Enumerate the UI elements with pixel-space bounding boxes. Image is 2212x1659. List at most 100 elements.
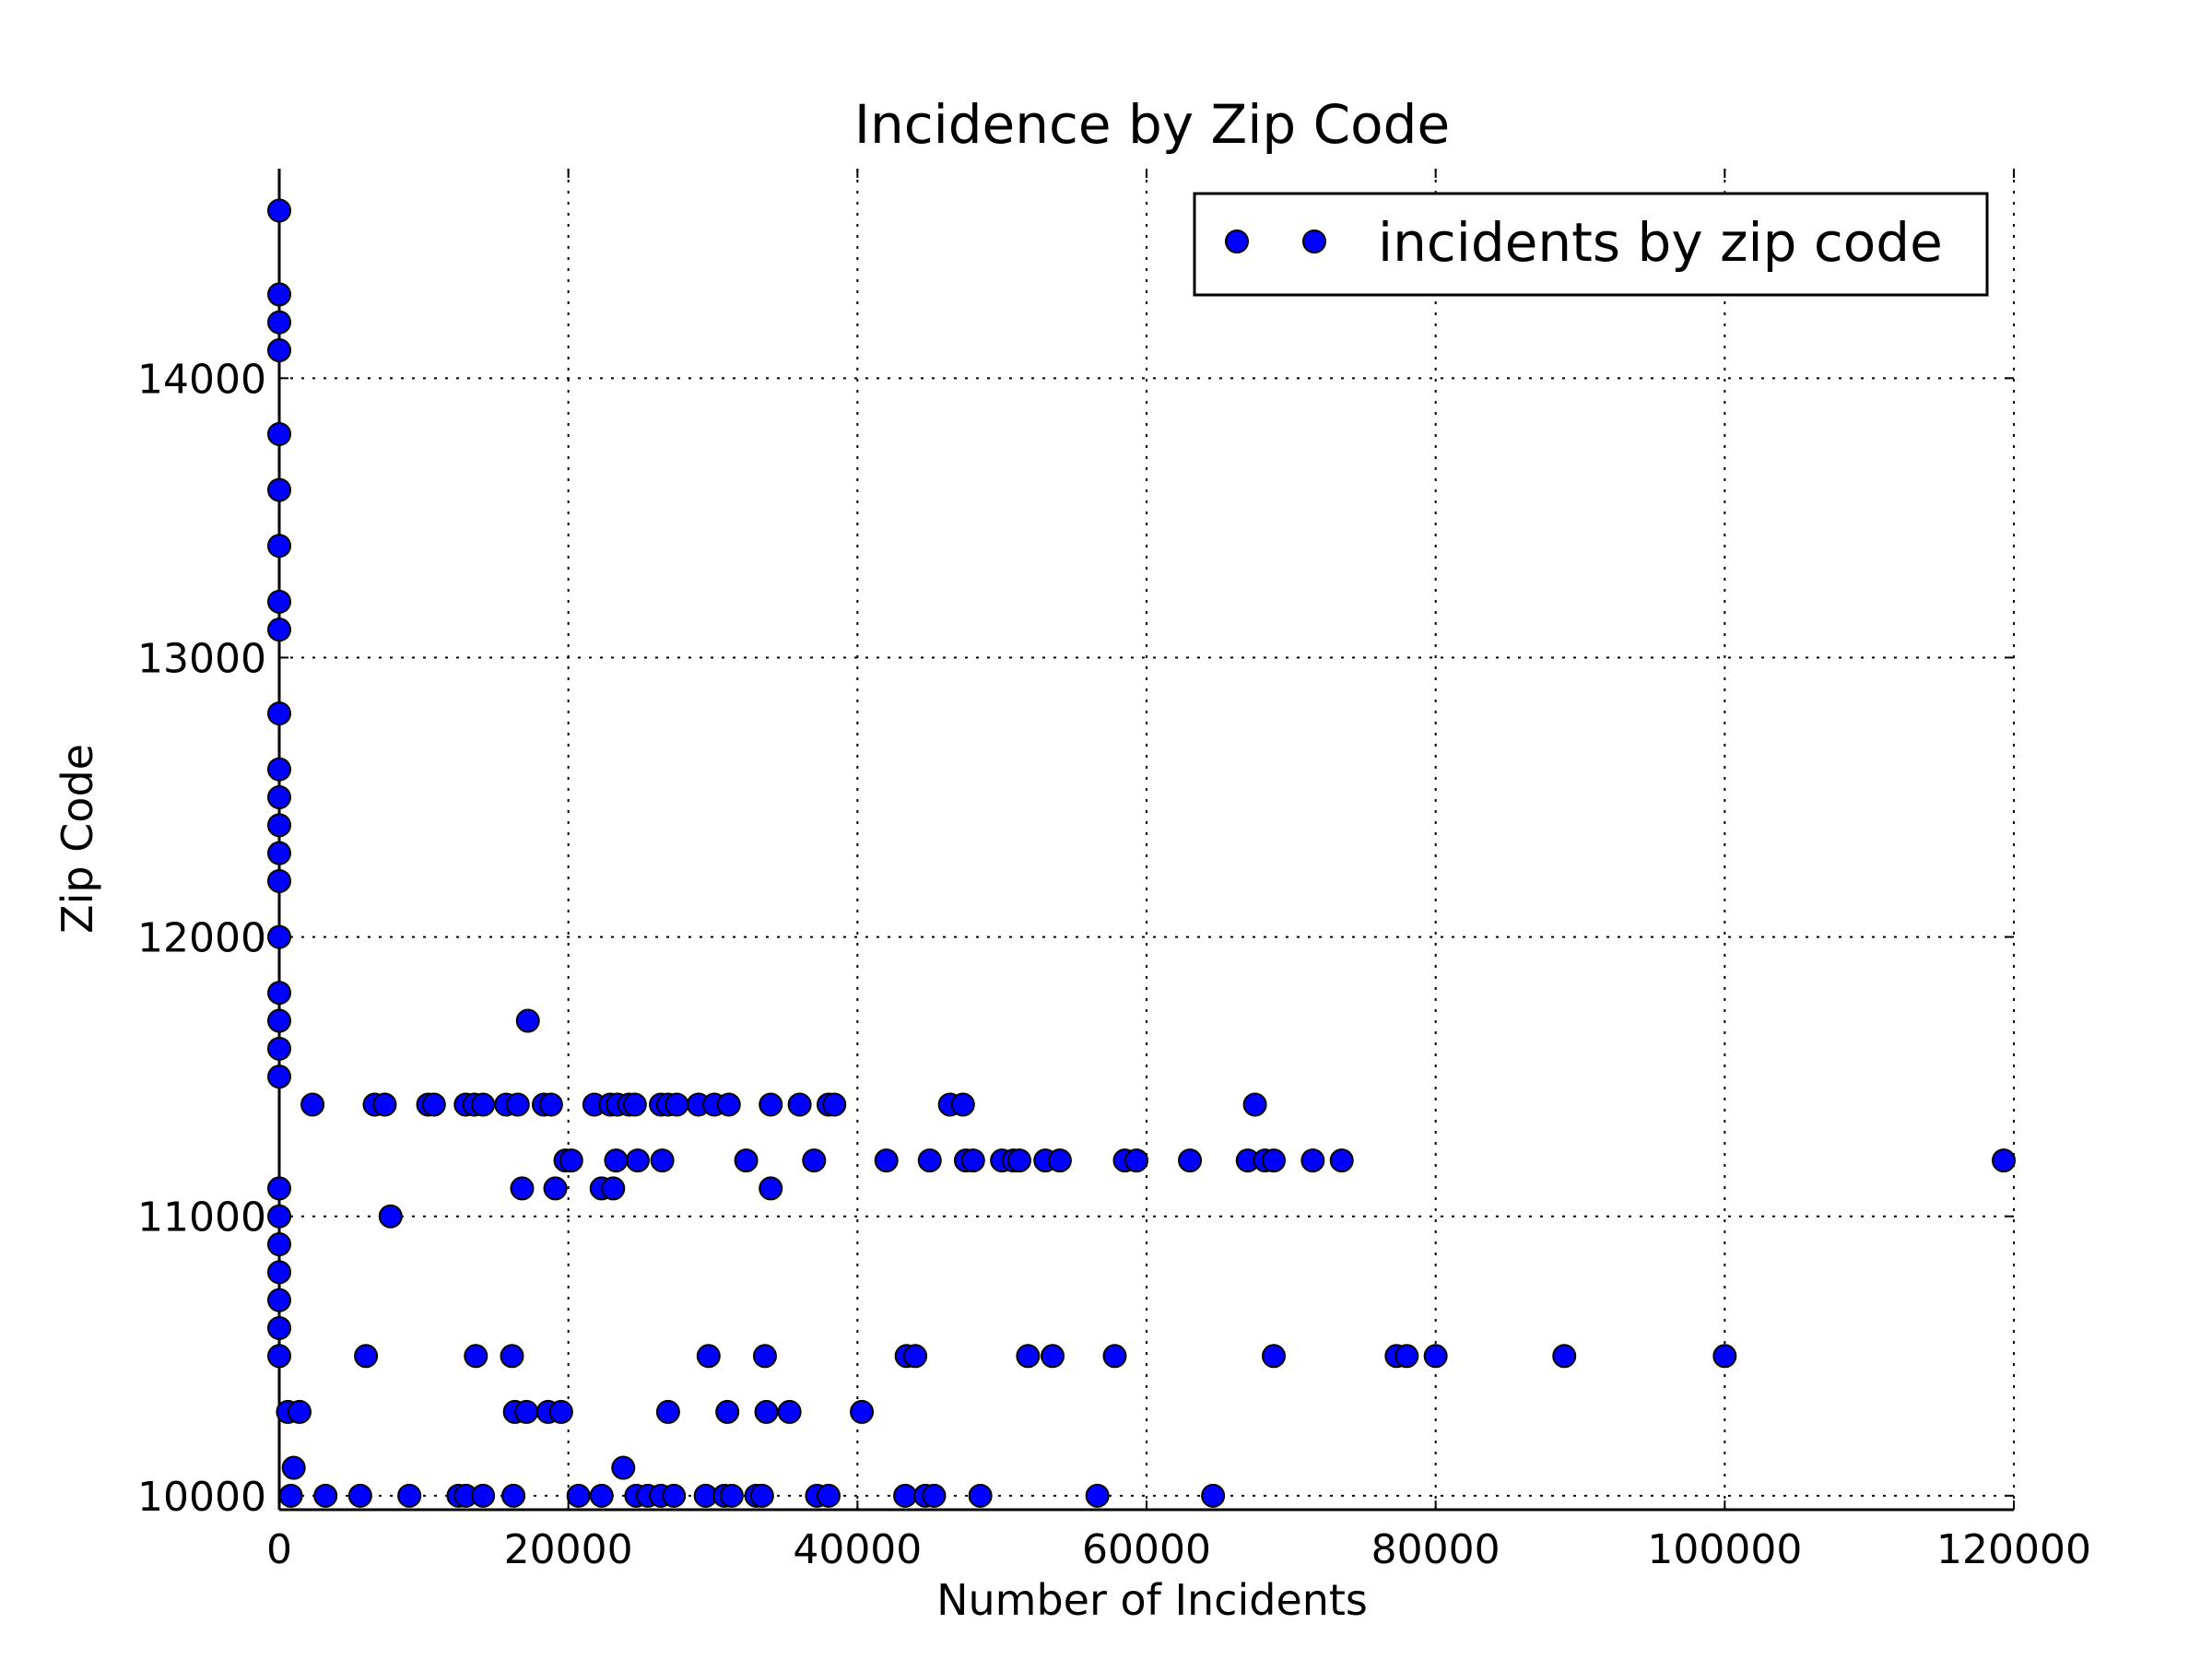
data-point [903,1344,928,1369]
legend: incidents by zip code [1193,192,1989,297]
data-point [267,841,291,865]
data-point [749,1483,774,1508]
data-point [267,338,291,363]
data-point [267,1176,291,1201]
data-point [759,1176,783,1201]
y-tick-label: 13000 [137,635,266,682]
data-point [1041,1344,1065,1369]
data-point [267,1315,291,1340]
data-point [559,1148,583,1173]
data-point [501,1483,526,1508]
data-point [625,1148,650,1173]
data-point [1178,1148,1203,1173]
data-point [267,785,291,810]
data-point [622,1092,647,1117]
y-axis-title: Zip Code [53,744,102,934]
data-point [1016,1344,1041,1369]
data-point [278,1483,303,1508]
y-tick-label: 14000 [137,356,266,403]
data-point [300,1092,325,1117]
data-points [267,198,2017,1508]
data-point [354,1344,379,1369]
data-point [267,282,291,307]
data-point [1552,1344,1577,1369]
x-tick-label: 120000 [1936,1526,2091,1573]
data-point [372,1092,397,1117]
data-point [1262,1148,1287,1173]
data-point [1102,1344,1127,1369]
data-point [816,1483,841,1508]
data-point [777,1399,802,1424]
data-point [548,1399,573,1424]
data-point [1992,1148,2017,1173]
data-point [850,1399,875,1424]
legend-marker [1225,229,1249,253]
y-tick-label: 12000 [137,915,266,962]
data-point [378,1204,403,1229]
data-point [505,1092,530,1117]
data-point [968,1483,993,1508]
data-point [950,1092,975,1117]
data-point [1423,1344,1448,1369]
data-point [662,1483,687,1508]
data-point [267,477,291,502]
chart-title: Incidence by Zip Code [854,93,1450,156]
legend-marker [1302,229,1326,253]
data-point [267,198,291,223]
data-point [281,1455,306,1480]
data-point [1242,1092,1267,1117]
data-point [267,1036,291,1061]
data-point [347,1483,372,1508]
data-point [655,1399,680,1424]
data-point [715,1399,740,1424]
x-tick-label: 40000 [793,1526,922,1573]
data-point [1201,1483,1226,1508]
data-point [538,1092,563,1117]
data-point [267,1008,291,1033]
data-point [510,1176,535,1201]
data-point [1006,1148,1031,1173]
x-tick-label: 80000 [1371,1526,1500,1573]
data-point [665,1092,689,1117]
x-tick-label: 100000 [1647,1526,1802,1573]
data-point [754,1399,779,1424]
y-tick-label: 11000 [137,1194,266,1241]
data-point [696,1344,721,1369]
data-point [543,1176,568,1201]
data-point [734,1148,759,1173]
data-point [267,1204,291,1229]
data-point [421,1092,446,1117]
data-point [1047,1148,1072,1173]
data-point [267,589,291,614]
data-point [917,1148,942,1173]
data-point [1085,1483,1110,1508]
data-point [1329,1148,1354,1173]
data-point [1124,1148,1149,1173]
data-point [514,1399,539,1424]
data-point [267,421,291,446]
data-point [267,981,291,1006]
x-tick-label: 20000 [504,1526,633,1573]
legend-box [1193,192,1989,297]
data-point [267,1065,291,1089]
data-point [716,1092,741,1117]
legend-label: incidents by zip code [1378,211,1943,274]
tick-labels: 0 20000 40000 60000 80000 100000 120000 10000 11… [137,356,2091,1573]
data-point [267,618,291,642]
data-point [566,1483,591,1508]
data-point [267,1232,291,1257]
data-point [893,1483,918,1508]
data-point [500,1344,524,1369]
data-point [874,1148,899,1173]
data-point [822,1092,847,1117]
data-point [267,924,291,949]
data-point [267,813,291,838]
data-point [787,1092,812,1117]
grid-lines [279,169,2015,1510]
data-point [1394,1344,1419,1369]
data-point [267,310,291,335]
data-point [960,1148,985,1173]
data-point [650,1148,675,1173]
x-axis-title: Number of Incidents [936,1575,1368,1625]
